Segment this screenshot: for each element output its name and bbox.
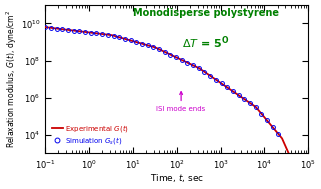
X-axis label: Time, $t$, sec: Time, $t$, sec	[150, 172, 204, 184]
Text: ISI mode ends: ISI mode ends	[157, 92, 206, 112]
Legend: Experimental $G(t)$, Simulation $G_s(t)$: Experimental $G(t)$, Simulation $G_s(t)$	[51, 122, 130, 147]
Text: Monodisperse polystyrene: Monodisperse polystyrene	[133, 8, 279, 18]
Y-axis label: Relaxation modulus, $G(t)$, dyne/cm$^2$: Relaxation modulus, $G(t)$, dyne/cm$^2$	[5, 10, 19, 148]
Text: $\mathit{\Delta T}$ = 5$^\mathbf{O}$: $\mathit{\Delta T}$ = 5$^\mathbf{O}$	[182, 35, 230, 51]
